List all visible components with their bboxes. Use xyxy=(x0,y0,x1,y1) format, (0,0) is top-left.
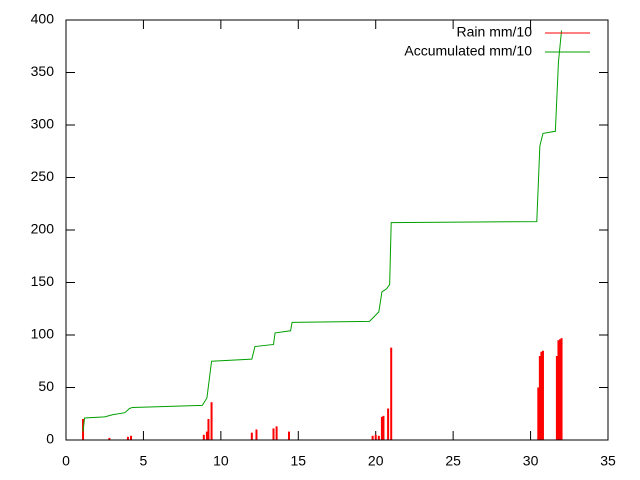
y-tick-label: 400 xyxy=(31,11,55,27)
x-tick-label: 20 xyxy=(368,453,384,469)
x-tick-label: 0 xyxy=(62,453,70,469)
x-tick-label: 35 xyxy=(600,453,616,469)
y-tick-label: 350 xyxy=(31,63,55,79)
x-tick-label: 10 xyxy=(213,453,229,469)
x-tick-label: 5 xyxy=(140,453,148,469)
x-tick-label: 30 xyxy=(523,453,539,469)
legend-label: Accumulated mm/10 xyxy=(404,43,532,59)
y-tick-label: 300 xyxy=(31,116,55,132)
y-tick-label: 200 xyxy=(31,221,55,237)
x-tick-label: 15 xyxy=(290,453,306,469)
y-tick-label: 250 xyxy=(31,168,55,184)
x-tick-label: 25 xyxy=(445,453,461,469)
y-tick-label: 0 xyxy=(46,431,54,447)
y-tick-label: 150 xyxy=(31,273,55,289)
y-tick-label: 100 xyxy=(31,326,55,342)
legend-label: Rain mm/10 xyxy=(457,24,533,40)
plot-border xyxy=(65,19,609,441)
y-tick-label: 50 xyxy=(38,378,54,394)
accumulated-line xyxy=(82,30,563,432)
